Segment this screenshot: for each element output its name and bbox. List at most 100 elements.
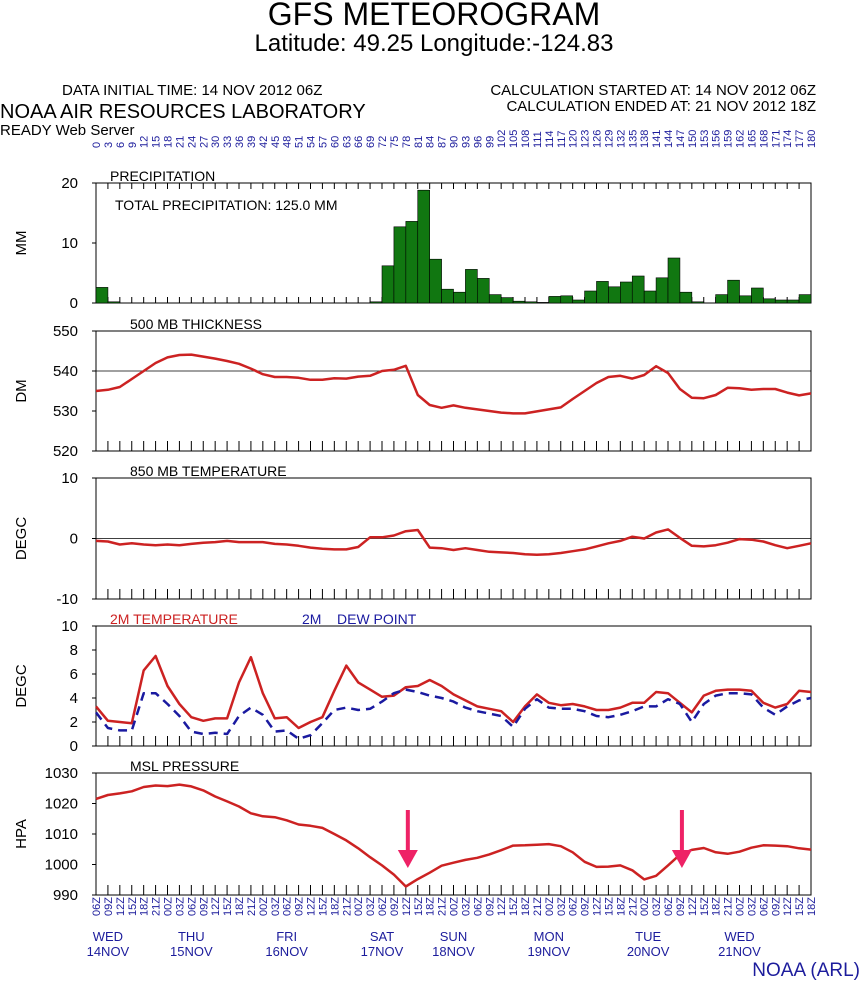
forecast-hour-label: 48 [282,136,294,148]
time-label: 09Z [198,897,210,916]
time-label: 00Z [449,897,461,916]
precip-bar [667,257,681,304]
precip-bar [488,294,502,304]
lab-name: NOAA AIR RESOURCES LABORATORY [0,101,366,123]
series-line [95,353,812,415]
precip-bar [631,275,645,304]
y-tick-label: 4 [70,690,78,707]
y-tick-label: 0 [70,531,78,548]
y-tick-label: 10 [61,470,78,487]
forecast-hour-label: 84 [425,136,437,148]
forecast-hour-label: 129 [603,130,615,148]
y-tick-label: 6 [70,666,78,683]
day-label: WED [93,929,123,944]
time-label: 03Z [174,897,186,916]
day-label: WED [724,929,754,944]
precip-bar [417,189,430,304]
forecast-hour-label: 177 [794,130,806,148]
arrow-head [671,850,692,868]
forecast-hour-label: 51 [294,136,306,148]
precip-bar [643,290,657,304]
time-label: 09Z [770,897,782,916]
calculation-started: CALCULATION STARTED AT: 14 NOV 2012 06Z [490,82,816,99]
time-label: 21Z [532,897,544,916]
forecast-hour-label: 105 [508,130,520,148]
date-label: 19NOV [528,944,571,959]
precip-bar [393,226,407,304]
precip-bar [405,221,419,304]
forecast-hour-label: 174 [782,130,794,148]
precip-bar [500,297,514,304]
panel-frame [95,330,812,452]
day-label: TUE [635,929,661,944]
day-label: FRI [276,929,297,944]
forecast-hour-label: 90 [449,136,461,148]
precip-bar [751,287,764,304]
precip-bar [548,296,562,304]
precip-bar [369,301,383,304]
time-label: 03Z [460,897,472,916]
precip-bar [95,287,109,304]
day-label: THU [178,929,205,944]
forecast-hour-label: 9 [127,142,139,148]
time-label: 06Z [377,897,389,916]
dew-point-line [95,688,812,741]
time-label: 00Z [735,897,747,916]
time-label: 18Z [711,897,723,916]
forecast-hour-label: 42 [258,136,270,148]
time-label: 06Z [663,897,675,916]
forecast-hour-label: 111 [532,131,544,148]
precip-bar [715,294,728,304]
forecast-hour-label: 87 [437,136,449,148]
time-label: 12Z [782,897,794,916]
forecast-hour-label: 36 [234,136,246,148]
time-label: 00Z [258,897,270,916]
panel-title: 850 MB TEMPERATURE [130,463,287,479]
time-label: 09Z [484,897,496,916]
y-tick-label: 1010 [45,826,78,843]
forecast-hour-label: 159 [723,130,735,148]
time-label: 18Z [615,897,627,916]
time-label: 00Z [544,897,556,916]
forecast-hour-label: 180 [806,130,818,148]
time-label: 00Z [353,897,365,916]
time-label: 12Z [210,897,222,916]
time-label: 21Z [341,897,353,916]
series-line [95,528,812,557]
forecast-hour-label: 120 [568,130,580,148]
panel-title: 500 MB THICKNESS [130,316,262,332]
y-tick-label: 550 [53,323,78,340]
precip-bar [679,291,693,304]
precip-bar [763,298,776,304]
time-label: 15Z [222,897,234,916]
y-tick-label: 10 [61,618,78,635]
day-label: MON [534,929,564,944]
precip-bar [512,300,526,304]
forecast-hour-label: 21 [174,136,186,148]
legend-dew-point: DEW POINT [337,611,417,627]
forecast-hour-label: 147 [675,130,687,148]
time-label: 03Z [556,897,568,916]
forecast-hour-label: 0 [91,142,103,148]
forecast-hour-label: 30 [210,136,222,148]
forecast-hour-label: 45 [270,136,282,148]
time-label: 15Z [317,897,329,916]
forecast-hour-label: 162 [735,130,747,148]
arrow-head [397,850,418,868]
time-label: 15Z [603,897,615,916]
forecast-hour-label: 12 [139,136,151,148]
y-axis-label: DM [13,379,30,402]
forecast-hour-label: 39 [246,136,258,148]
forecast-hour-label: 54 [306,136,318,148]
time-label: 12Z [687,897,699,916]
time-label: 18Z [234,897,246,916]
legend-temperature: 2M TEMPERATURE [110,611,238,627]
forecast-hour-label: 69 [365,136,377,148]
precip-bar [107,301,121,304]
forecast-hour-label: 96 [472,136,484,148]
forecast-hour-label: 141 [651,130,663,148]
forecast-hour-label: 15 [151,136,163,148]
day-label: SUN [440,929,467,944]
date-label: 20NOV [627,944,670,959]
